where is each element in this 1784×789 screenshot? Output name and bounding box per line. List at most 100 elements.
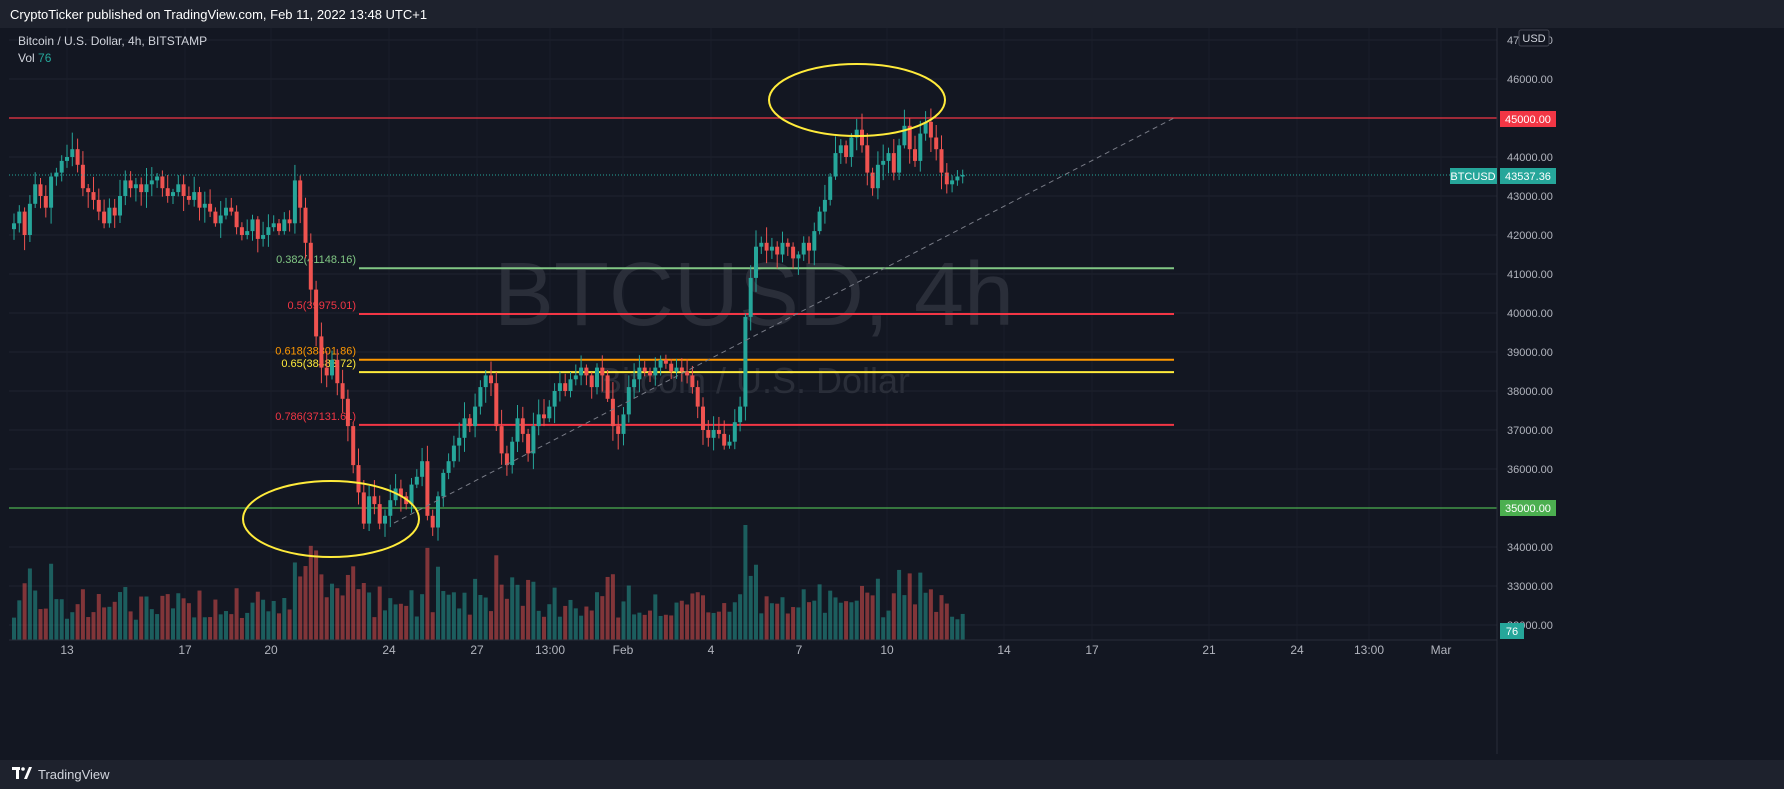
candle-body bbox=[944, 172, 949, 185]
volume-bar bbox=[133, 619, 138, 640]
candle-body bbox=[780, 242, 785, 255]
volume-bar bbox=[801, 589, 806, 640]
candle-body bbox=[277, 223, 281, 232]
volume-bar bbox=[849, 602, 854, 640]
axis-badges: USD BTCUSD 43537.36 45000.00 35000.00 76 bbox=[1450, 29, 1556, 639]
volume-bar bbox=[483, 597, 488, 640]
volume-bar bbox=[451, 592, 456, 640]
volume-bar bbox=[282, 597, 287, 640]
volume-bar bbox=[695, 592, 700, 640]
current-price-badge-text: 43537.36 bbox=[1505, 171, 1551, 183]
volume-bar bbox=[902, 595, 907, 640]
candle-body bbox=[557, 383, 562, 391]
candle-body bbox=[732, 422, 737, 442]
volume-bar bbox=[769, 603, 774, 640]
volume-bar bbox=[377, 586, 382, 640]
volume-bar bbox=[250, 602, 255, 640]
candle-body bbox=[674, 367, 679, 372]
candle-body bbox=[128, 180, 133, 189]
bottom-ellipse[interactable] bbox=[242, 480, 420, 558]
candle-body bbox=[186, 196, 191, 200]
candle-body bbox=[807, 242, 811, 251]
candle-body bbox=[261, 235, 266, 239]
vol-value: 76 bbox=[38, 51, 52, 65]
candle-body bbox=[648, 371, 652, 376]
candle-body bbox=[12, 223, 16, 230]
y-tick-label: 34000.00 bbox=[1507, 542, 1553, 554]
candle-body bbox=[308, 242, 313, 290]
volume-bar bbox=[351, 566, 356, 640]
candle-body bbox=[791, 246, 796, 259]
volume-bar bbox=[944, 603, 949, 640]
candle-body bbox=[208, 203, 213, 212]
symbol-price-tag bbox=[1450, 168, 1497, 184]
candle-body bbox=[754, 246, 758, 278]
volume-bar bbox=[287, 609, 292, 640]
volume-bar bbox=[38, 609, 43, 640]
fib-label: 0.65(38483.72) bbox=[281, 358, 356, 370]
volume-bar bbox=[520, 605, 525, 640]
volume-bar bbox=[27, 568, 32, 640]
candle-body bbox=[91, 192, 96, 200]
dashed-trend-line[interactable] bbox=[393, 117, 1175, 524]
volume-bar bbox=[65, 618, 69, 640]
level-45000-badge bbox=[1500, 111, 1556, 127]
candle-body bbox=[457, 437, 462, 446]
symbol-price-tag-text: BTCUSD bbox=[1450, 171, 1495, 183]
chart-svg[interactable]: BTCUSD, 4h Bitcoin / U.S. Dollar 0.382(4… bbox=[9, 28, 1775, 754]
volume-badge bbox=[1500, 623, 1524, 639]
x-tick-label: 7 bbox=[796, 643, 803, 657]
candle-body bbox=[65, 157, 69, 161]
candle-body bbox=[181, 184, 186, 196]
volume-bar bbox=[796, 607, 801, 640]
candle-body bbox=[584, 367, 589, 376]
candle-body bbox=[531, 426, 536, 454]
volume-bar bbox=[171, 608, 175, 640]
volume-bar bbox=[542, 616, 546, 640]
candle-body bbox=[96, 199, 101, 212]
volume-bar bbox=[165, 594, 170, 640]
candle-body bbox=[865, 145, 870, 173]
volume-bar bbox=[685, 604, 690, 640]
brand-name[interactable]: TradingView bbox=[38, 767, 110, 782]
y-tick-label: 41000.00 bbox=[1507, 269, 1553, 281]
candle-body bbox=[769, 246, 774, 251]
ellipses[interactable] bbox=[242, 63, 946, 558]
volume-bar bbox=[229, 614, 234, 640]
volume-bar bbox=[711, 612, 716, 640]
candle-body bbox=[303, 207, 308, 243]
time-axis[interactable]: 13 17 20 24 27 13:00 Feb 4 7 10 14 17 21 24 13:00 Mar bbox=[9, 639, 1497, 657]
candle-body bbox=[828, 176, 833, 200]
volume-bar bbox=[960, 613, 965, 640]
x-tick-label: 20 bbox=[264, 643, 278, 657]
top-ellipse[interactable] bbox=[768, 63, 946, 137]
candle-body bbox=[467, 418, 472, 427]
volume-bar bbox=[128, 611, 133, 640]
volume-bar bbox=[552, 587, 557, 640]
volume-bar bbox=[838, 602, 843, 640]
volume-bar bbox=[49, 563, 54, 640]
volume-bar bbox=[854, 600, 859, 640]
volume-bar bbox=[663, 614, 668, 640]
volume-bar bbox=[91, 612, 96, 640]
candle-body bbox=[701, 406, 705, 430]
volume-bar bbox=[722, 603, 727, 640]
volume-bar bbox=[176, 593, 181, 640]
volume-bar bbox=[674, 602, 679, 640]
price-axis[interactable]: 47000.0046000.0045000.0044000.0043000.00… bbox=[1496, 28, 1775, 754]
y-tick-label: 40000.00 bbox=[1507, 308, 1553, 320]
candle-body bbox=[112, 207, 117, 216]
trend-line[interactable] bbox=[393, 117, 1175, 524]
candle-body bbox=[759, 242, 764, 247]
volume-bar bbox=[398, 603, 403, 640]
tradingview-logo-icon[interactable] bbox=[12, 767, 32, 782]
volume-bar bbox=[54, 599, 59, 640]
y-tick-label: 39000.00 bbox=[1507, 347, 1553, 359]
candle-body bbox=[298, 180, 303, 208]
volume-bar bbox=[791, 607, 796, 640]
candle-body bbox=[796, 254, 801, 259]
candle-body bbox=[875, 164, 880, 189]
candle-body bbox=[764, 242, 769, 251]
fib-label: 0.5(39975.01) bbox=[288, 300, 357, 312]
chart-area[interactable]: BTCUSD, 4h Bitcoin / U.S. Dollar 0.382(4… bbox=[9, 28, 1775, 754]
